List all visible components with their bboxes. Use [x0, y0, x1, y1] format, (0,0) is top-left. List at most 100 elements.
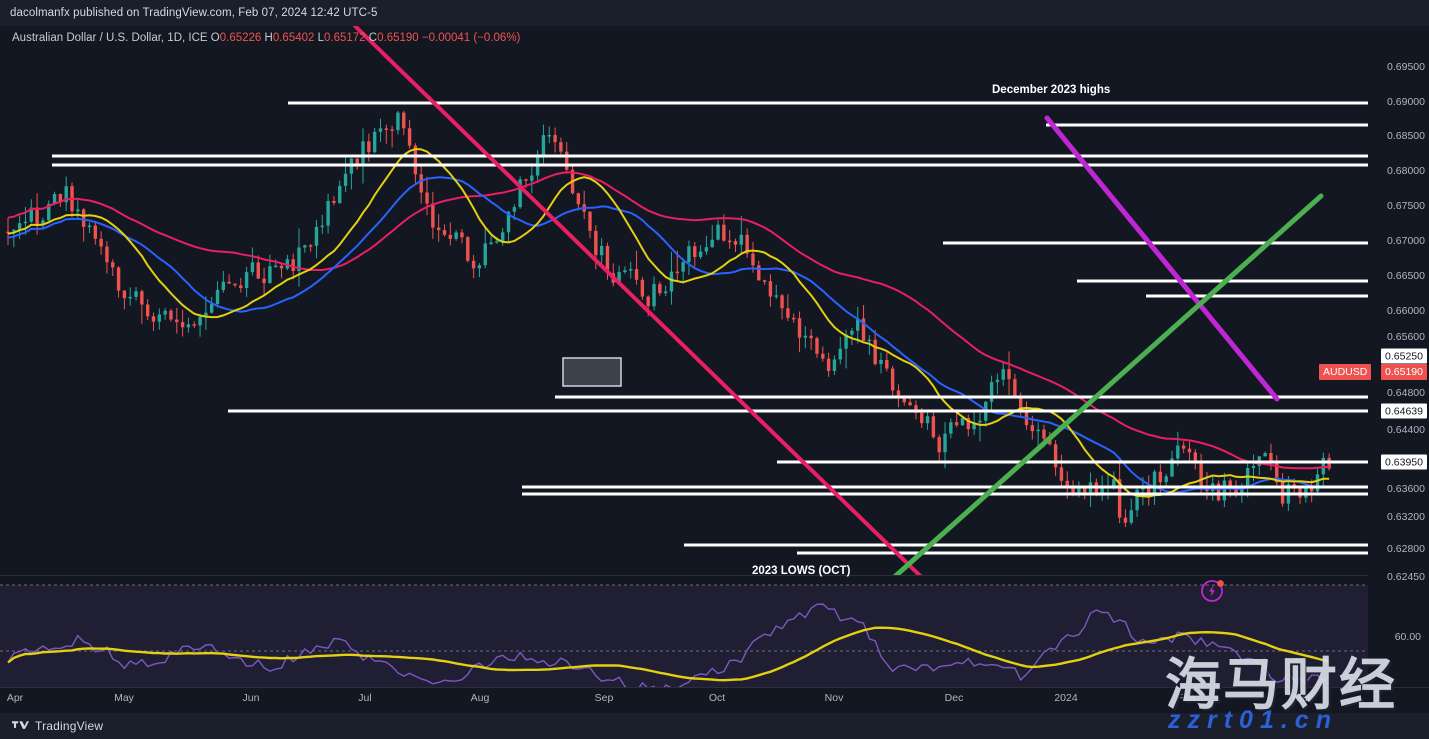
trend-line-descending-magenta[interactable]: [1044, 115, 1280, 402]
candle-body: [1135, 489, 1139, 511]
candle-body: [821, 353, 825, 359]
legend-change: −0.00041: [421, 32, 471, 44]
candle-body: [355, 158, 359, 166]
candle-body: [826, 358, 831, 371]
candle-body: [541, 135, 546, 157]
candle-body: [6, 231, 10, 234]
ma-pink-line: [7, 171, 1330, 470]
trend-line-ascending-green[interactable]: [872, 193, 1324, 575]
candle-body: [937, 437, 941, 453]
candle-body: [419, 174, 423, 193]
candle-body: [693, 246, 697, 257]
candle-body: [739, 234, 744, 245]
candle-body: [122, 290, 127, 299]
candle-body: [1309, 488, 1314, 492]
ma-blue-line: [7, 176, 1330, 494]
candle-body: [663, 291, 668, 294]
candle-body: [652, 284, 656, 307]
candle-body: [279, 265, 284, 269]
candle-body: [262, 278, 266, 284]
price-tick-0_68000: 0.68000: [1387, 165, 1425, 177]
candle-body: [338, 185, 342, 203]
legend-low-value: 0.65172: [324, 32, 366, 44]
candle-body: [157, 314, 162, 322]
tradingview-logo[interactable]: TradingView: [0, 719, 103, 733]
candle-body: [960, 418, 965, 426]
candle-body: [524, 179, 528, 181]
price-tick-0_63950: 0.63950: [1381, 454, 1427, 470]
candle-body: [896, 390, 901, 399]
candle-body: [483, 243, 487, 266]
candle-body: [512, 207, 517, 212]
time-tick-Oct: Oct: [708, 692, 726, 704]
candle-body: [285, 259, 290, 269]
candle-body: [111, 262, 115, 268]
candle-body: [675, 271, 679, 274]
time-tick-Dec: Dec: [944, 692, 964, 704]
time-tick-Sep: Sep: [594, 692, 614, 704]
legend-low-label: L: [317, 32, 325, 44]
candle-body: [1065, 480, 1069, 488]
candle-body: [204, 312, 208, 317]
candle-body: [116, 267, 121, 291]
candle-body: [1170, 458, 1174, 477]
candle-body: [1030, 425, 1035, 432]
time-tick-Jun: Jun: [242, 692, 260, 704]
candle-body: [629, 269, 633, 271]
candle-body: [215, 290, 220, 304]
rsi-ma-line: [7, 626, 1330, 682]
chart-frame: Australian Dollar / U.S. Dollar, 1D, ICE…: [0, 26, 1429, 713]
candle-body: [588, 211, 592, 231]
rsi-pane[interactable]: [0, 578, 1368, 706]
candle-body: [576, 193, 581, 205]
candle-body: [477, 265, 482, 269]
candle-body: [594, 230, 598, 256]
candle-body: [407, 128, 412, 146]
candle-body: [669, 271, 674, 292]
trend-line-descending-pink[interactable]: [353, 26, 944, 575]
candle-body: [1228, 480, 1232, 487]
pane-separator: [0, 575, 1368, 576]
candle-body: [64, 186, 68, 203]
price-pane[interactable]: [0, 26, 1368, 575]
candle-body: [1141, 487, 1145, 490]
price-axis[interactable]: 0.69500 0.69000 0.68500 0.68000 0.67500 0.670…: [1319, 26, 1429, 713]
price-tick-0_67500: 0.67500: [1387, 200, 1425, 212]
candle-body: [890, 368, 895, 391]
candle-body: [1240, 485, 1244, 496]
candle-body: [797, 318, 802, 338]
candle-body: [128, 296, 132, 299]
time-axis-line: [0, 687, 1429, 688]
candle-body: [41, 220, 45, 225]
drawing-rect-box[interactable]: [562, 357, 622, 387]
candle-body: [1315, 474, 1320, 492]
candle-body: [733, 241, 738, 245]
candle-body: [332, 200, 336, 203]
candle-body: [1158, 471, 1163, 483]
candle-body: [1263, 453, 1267, 457]
candle-body: [599, 245, 604, 256]
candle-body: [134, 291, 138, 297]
candle-body: [1181, 445, 1186, 449]
candle-body: [856, 318, 860, 331]
candle-body: [1077, 486, 1081, 494]
candle-body: [885, 359, 889, 369]
lightning-bolt-icon[interactable]: [1200, 577, 1226, 603]
bottom-bar: TradingView: [0, 713, 1429, 739]
legend-change-pct: (−0.06%): [473, 32, 521, 44]
price-tick-0_65250: 0.65250: [1381, 348, 1427, 364]
candle-body: [105, 246, 109, 263]
candle-body: [530, 175, 534, 181]
candle-body: [925, 416, 930, 424]
price-tick-0_66500: 0.66500: [1387, 270, 1425, 282]
candle-body: [501, 232, 505, 242]
time-tick-Feb: Feb: [1176, 692, 1196, 704]
time-axis[interactable]: Apr May Jun Jul Aug Sep Oct Nov Dec 2024 Feb Mar: [0, 687, 1429, 713]
candle-body: [1147, 487, 1151, 496]
candle-body: [1216, 483, 1221, 501]
candle-body: [1018, 397, 1023, 410]
candle-body: [163, 310, 167, 315]
candle-body: [297, 247, 301, 271]
tradingview-mark-icon: [12, 720, 29, 729]
